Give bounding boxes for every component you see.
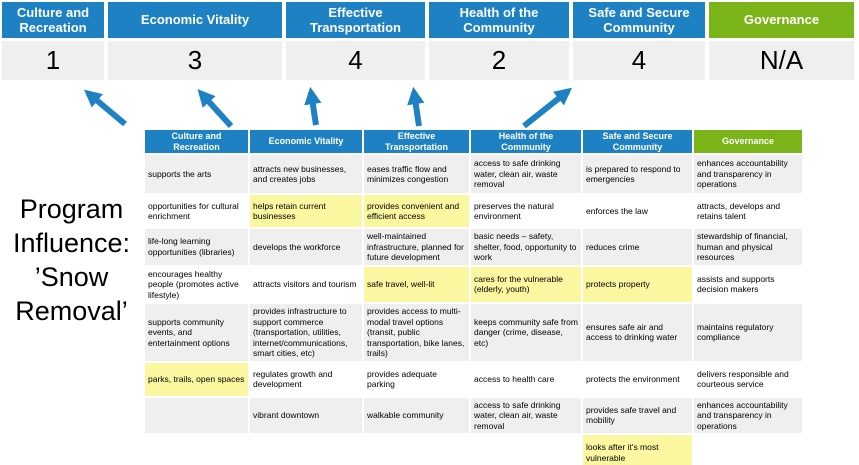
matrix-cell: life-long learning opportunities (librar…	[145, 229, 248, 265]
matrix-cell: stewardship of financial, human and phys…	[694, 229, 802, 265]
scoreband-column-transportation: Effective Transportation 4	[286, 2, 425, 80]
arrow-economic-icon	[197, 89, 234, 129]
matrix-row: supports the arts attracts new businesse…	[145, 155, 802, 193]
matrix-cell: helps retain current businesses	[250, 195, 362, 227]
matrix-header-culture: Culture and Recreation	[145, 130, 248, 153]
matrix-cell: supports the arts	[145, 155, 248, 193]
matrix-cell: assists and supports decision makers	[694, 266, 802, 302]
matrix-cell	[250, 435, 362, 465]
scoreband-score-culture: 1	[2, 41, 104, 80]
scoreband-header-economic: Economic Vitality	[108, 2, 282, 38]
scoreband-column-governance: Governance N/A	[709, 2, 854, 80]
matrix-cell: basic needs – safety, shelter, food, opp…	[471, 229, 581, 265]
matrix-cell: regulates growth and development	[250, 362, 362, 396]
matrix-cell	[145, 397, 248, 433]
program-title-line: ’Snow	[34, 262, 109, 292]
matrix-row: opportunities for cultural enrichment he…	[145, 195, 802, 227]
matrix-row: vibrant downtown walkable community acce…	[145, 397, 802, 433]
matrix-cell	[145, 435, 248, 465]
scoreband-column-economic: Economic Vitality 3	[108, 2, 282, 80]
matrix-cell: encourages healthy people (promotes acti…	[145, 266, 248, 302]
matrix-row: parks, trails, open spaces regulates gro…	[145, 362, 802, 396]
matrix-cell: supports community events, and entertain…	[145, 304, 248, 361]
matrix-cell: reduces crime	[583, 229, 692, 265]
matrix-cell: ensures safe air and access to drinking …	[583, 304, 692, 361]
matrix-cell	[471, 435, 581, 465]
program-title-line: Removal’	[15, 296, 128, 326]
matrix-cell: well-maintained infrastructure, planned …	[364, 229, 469, 265]
matrix-cell	[364, 435, 469, 465]
scoreband-column-safety: Safe and Secure Community 4	[573, 2, 705, 80]
program-title-line: Influence:	[12, 228, 131, 258]
arrow-transportation-icon	[304, 86, 322, 126]
matrix-cell: delivers responsible and courteous servi…	[694, 362, 802, 396]
scoreband-header-health: Health of the Community	[429, 2, 569, 38]
matrix-header-health: Health of the Community	[471, 130, 581, 153]
matrix-cell: protects the environment	[583, 362, 692, 396]
matrix-cell: provides access to multi-modal travel op…	[364, 304, 469, 361]
matrix-cell: opportunities for cultural enrichment	[145, 195, 248, 227]
matrix-cell: provides adequate parking	[364, 362, 469, 396]
matrix-header-row: Culture and Recreation Economic Vitality…	[145, 130, 802, 153]
matrix-cell: enhances accountability and transparency…	[694, 155, 802, 193]
matrix-cell: walkable community	[364, 397, 469, 433]
score-band: Culture and Recreation 1 Economic Vitali…	[2, 2, 854, 80]
influence-matrix: Culture and Recreation Economic Vitality…	[143, 128, 804, 465]
matrix-cell: keeps community safe from danger (crime,…	[471, 304, 581, 361]
matrix-cell: parks, trails, open spaces	[145, 362, 248, 396]
matrix-cell: maintains regulatory compliance	[694, 304, 802, 361]
scoreband-column-health: Health of the Community 2	[429, 2, 569, 80]
arrow-health-icon	[407, 86, 425, 127]
matrix-cell: protects property	[583, 266, 692, 302]
matrix-cell: attracts visitors and tourism	[250, 266, 362, 302]
matrix-cell: eases traffic flow and minimizes congest…	[364, 155, 469, 193]
scoreband-header-governance: Governance	[709, 2, 854, 38]
matrix-row: life-long learning opportunities (librar…	[145, 229, 802, 265]
matrix-header-safety: Safe and Secure Community	[583, 130, 692, 153]
matrix-cell: access to health care	[471, 362, 581, 396]
matrix-header-transportation: Effective Transportation	[364, 130, 469, 153]
matrix-row: supports community events, and entertain…	[145, 304, 802, 361]
matrix-cell	[694, 435, 802, 465]
program-title-line: Program	[19, 194, 124, 224]
matrix-cell: vibrant downtown	[250, 397, 362, 433]
matrix-cell: develops the workforce	[250, 229, 362, 265]
scoreband-score-governance: N/A	[709, 41, 854, 80]
matrix-row: looks after it's most vulnerable	[145, 435, 802, 465]
matrix-cell: attracts, develops and retains talent	[694, 195, 802, 227]
influence-arrows	[83, 86, 573, 129]
matrix-cell: preserves the natural environment	[471, 195, 581, 227]
matrix-cell: safe travel, well-lit	[364, 266, 469, 302]
matrix-cell: access to safe drinking water, clean air…	[471, 397, 581, 433]
matrix-cell: access to safe drinking water, clean air…	[471, 155, 581, 193]
scoreband-score-economic: 3	[108, 41, 282, 80]
matrix-cell: enforces the law	[583, 195, 692, 227]
scoreband-header-transportation: Effective Transportation	[286, 2, 425, 38]
matrix-cell: cares for the vulnerable (elderly, youth…	[471, 266, 581, 302]
scoreband-score-safety: 4	[573, 41, 705, 80]
matrix-cell: attracts new businesses, and creates job…	[250, 155, 362, 193]
matrix-cell: looks after it's most vulnerable	[583, 435, 692, 465]
matrix-cell: is prepared to respond to emergencies	[583, 155, 692, 193]
matrix-cell: enhances accountability and transparency…	[694, 397, 802, 433]
matrix-header-governance: Governance	[694, 130, 802, 153]
program-title: Program Influence: ’Snow Removal’	[0, 192, 143, 328]
matrix-cell: provides infrastructure to support comme…	[250, 304, 362, 361]
arrow-safety-icon	[522, 87, 573, 129]
scoreband-column-culture: Culture and Recreation 1	[2, 2, 104, 80]
matrix-cell: provides convenient and efficient access	[364, 195, 469, 227]
arrow-culture-icon	[83, 89, 127, 127]
scoreband-score-health: 2	[429, 41, 569, 80]
scoreband-header-culture: Culture and Recreation	[2, 2, 104, 38]
matrix-header-economic: Economic Vitality	[250, 130, 362, 153]
scoreband-score-transportation: 4	[286, 41, 425, 80]
scoreband-header-safety: Safe and Secure Community	[573, 2, 705, 38]
matrix-row: encourages healthy people (promotes acti…	[145, 266, 802, 302]
matrix-cell: provides safe travel and mobility	[583, 397, 692, 433]
